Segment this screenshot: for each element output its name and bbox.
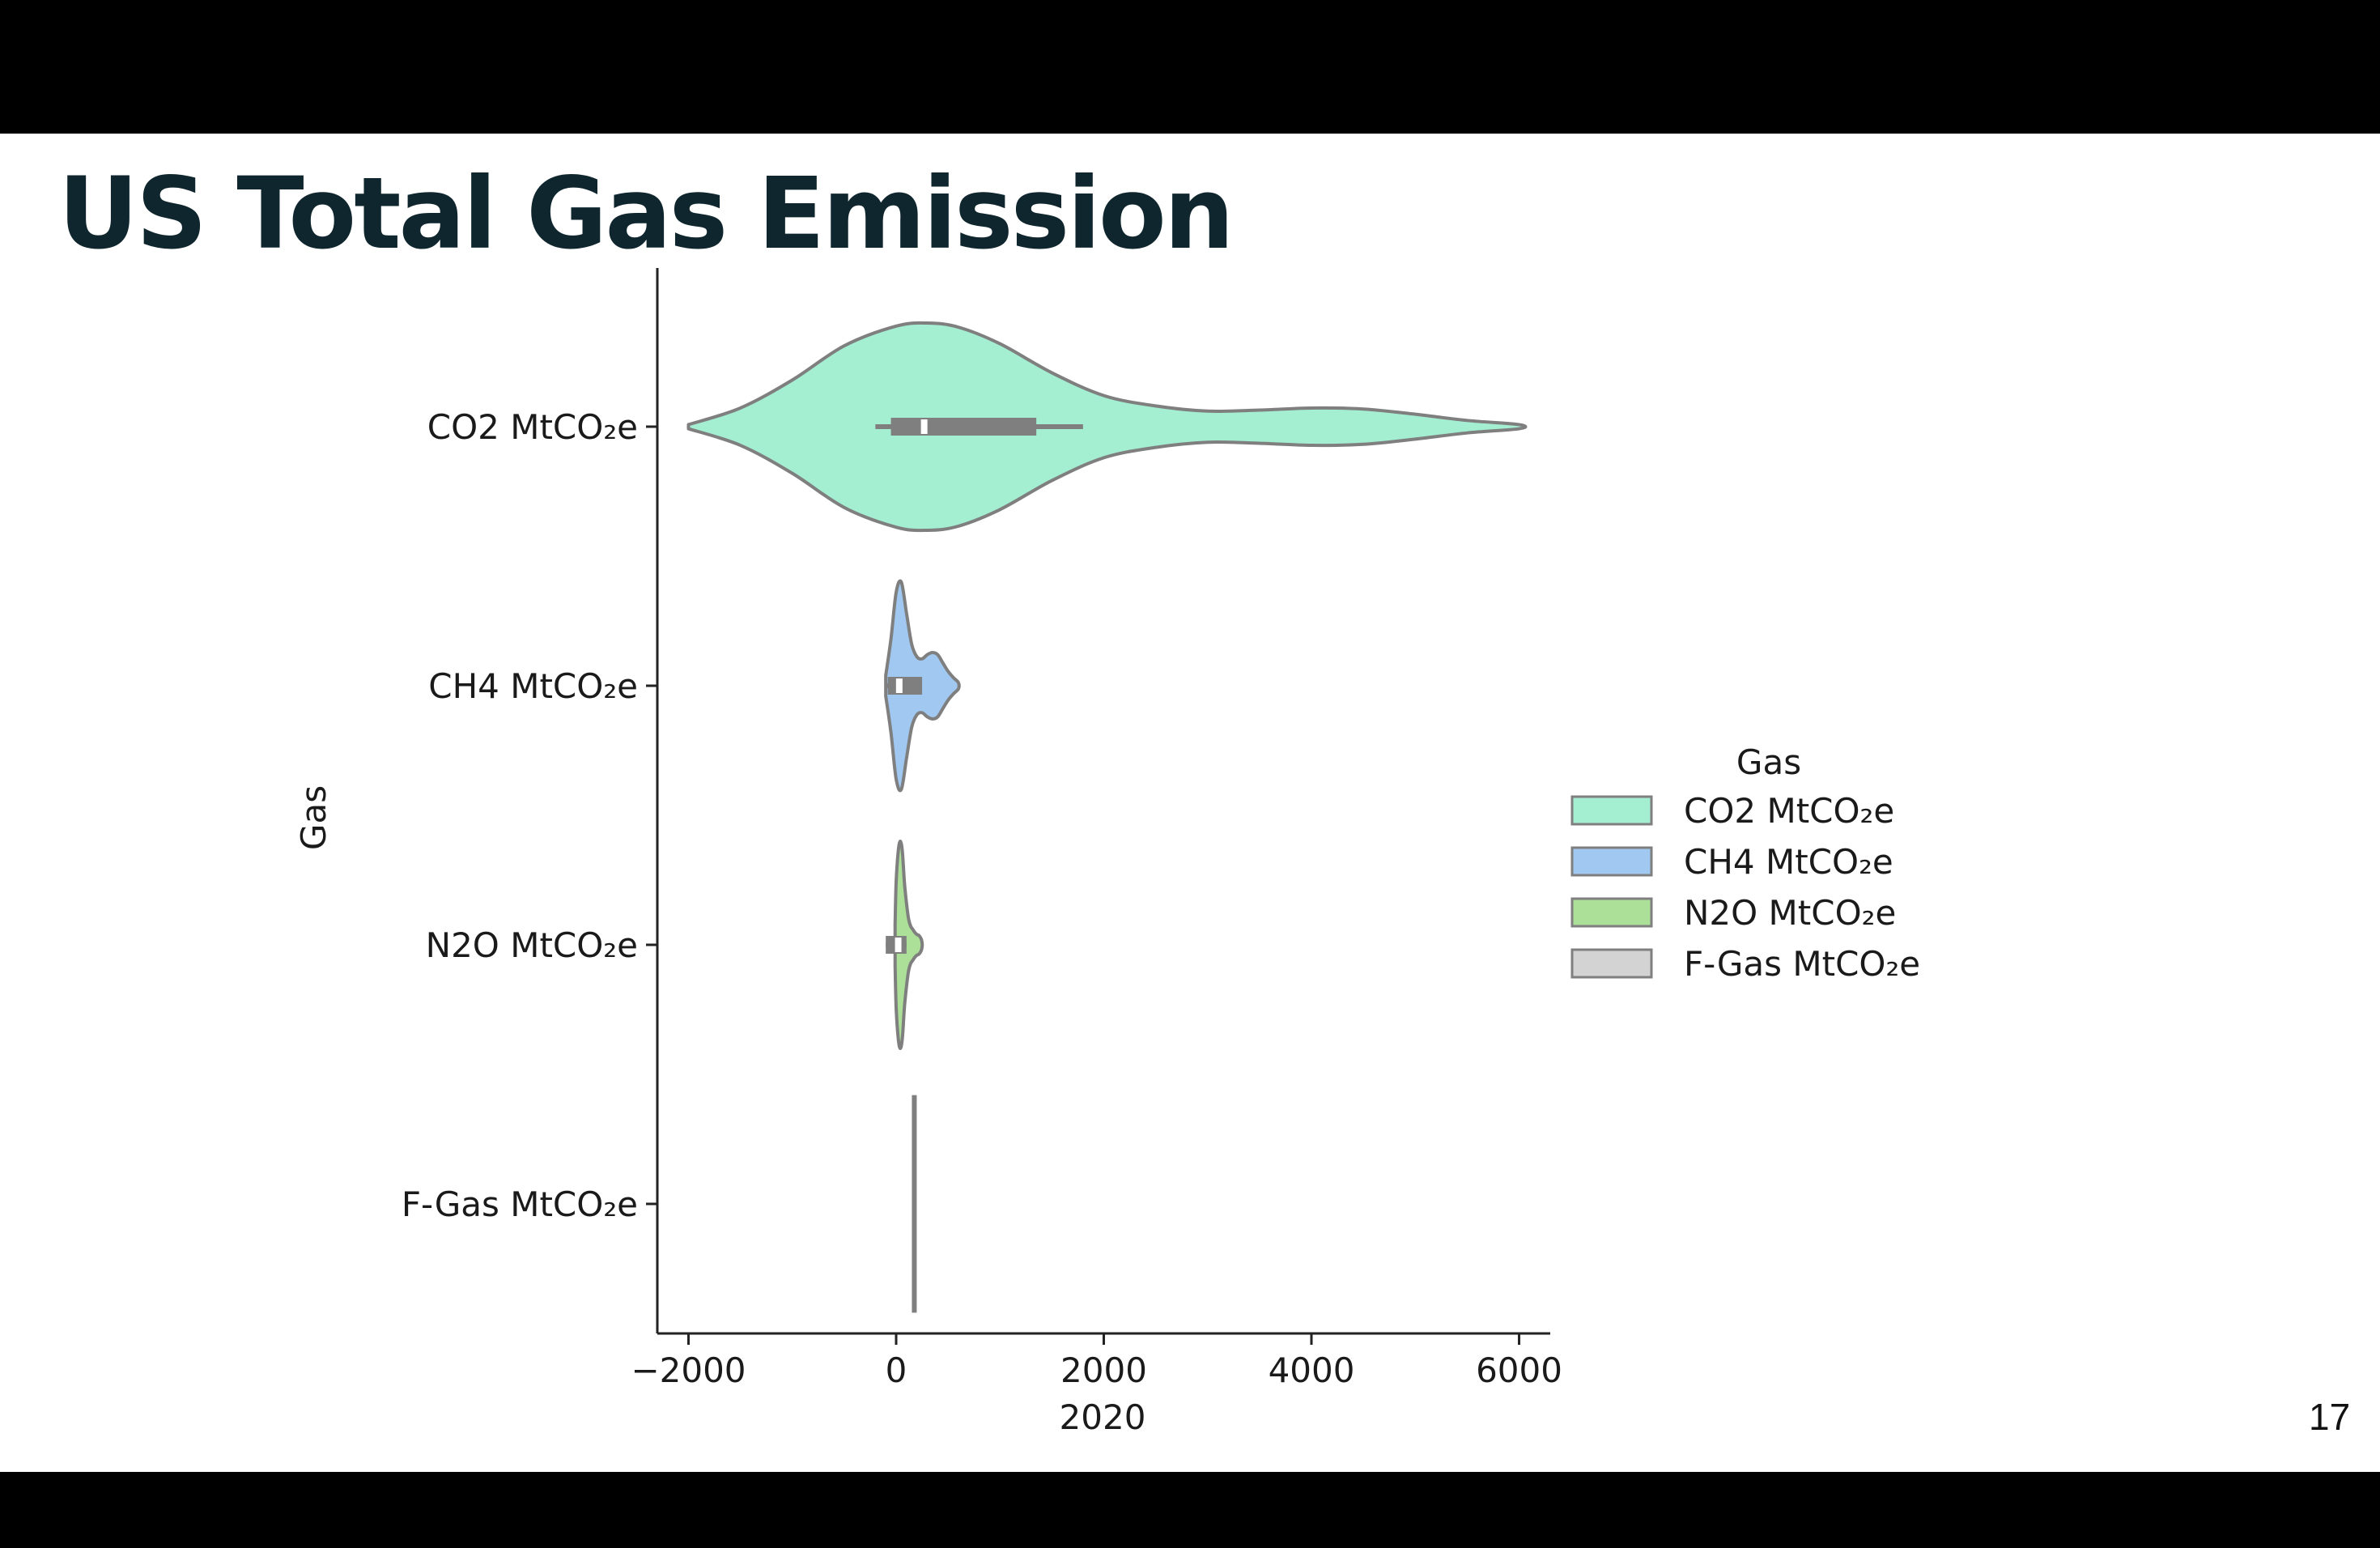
x-tick-label: 6000: [1476, 1350, 1562, 1390]
violins-layer: [686, 321, 1528, 1313]
y-axis-label: Gas: [294, 785, 334, 850]
x-tick-label: −2000: [631, 1350, 746, 1390]
slide-title: US Total Gas Emission: [58, 156, 1235, 271]
violin-iqr-box: [887, 677, 923, 695]
legend-entry: N2O MtCO₂e: [1684, 893, 1896, 933]
x-tick-label: 2000: [1060, 1350, 1147, 1390]
legend-entry: CO2 MtCO₂e: [1684, 791, 1894, 831]
legend-swatch: [1570, 846, 1653, 877]
letterbox-top: [0, 0, 2380, 134]
violin-body: [884, 579, 961, 793]
legend-title: Gas: [1736, 742, 1801, 782]
axes-layer: −2000 0 2000 4000 6000 CO2 MtCO₂e CH4 MtCO₂e N2…: [402, 268, 1562, 1390]
letterbox-bottom: [0, 1472, 2380, 1548]
y-tick-label: F-Gas MtCO₂e: [402, 1184, 638, 1224]
y-tick-label: CO2 MtCO₂e: [427, 407, 638, 447]
slide: US Total Gas Emission −2000 0 2000 4000 6000…: [0, 134, 2380, 1472]
violin-2: [884, 579, 961, 793]
x-axis-label: 2020: [1060, 1397, 1146, 1437]
violin-median: [895, 678, 903, 693]
violin-chart: −2000 0 2000 4000 6000 CO2 MtCO₂e CH4 MtCO₂e N2…: [294, 268, 1920, 1437]
violin-iqr-box: [890, 418, 1037, 436]
violin-1: [686, 321, 1528, 533]
violin-body: [893, 840, 924, 1050]
legend: Gas CO2 MtCO₂e CH4 MtCO₂e N2O MtCO₂e F-Gas …: [1570, 742, 1920, 984]
y-tick-label: N2O MtCO₂e: [426, 925, 638, 965]
legend-entry: CH4 MtCO₂e: [1684, 842, 1893, 882]
violin-body: [686, 321, 1528, 533]
violin-median: [895, 938, 902, 952]
legend-entry: F-Gas MtCO₂e: [1684, 944, 1920, 984]
violin-3: [886, 840, 924, 1050]
y-tick-label: CH4 MtCO₂e: [428, 666, 638, 706]
x-tick-label: 0: [886, 1350, 907, 1390]
legend-swatch: [1570, 897, 1653, 928]
x-tick-label: 4000: [1269, 1350, 1355, 1390]
legend-swatch: [1570, 948, 1653, 979]
violin-median: [920, 419, 928, 434]
legend-swatch: [1570, 795, 1653, 826]
page-number: 17: [2309, 1396, 2351, 1438]
